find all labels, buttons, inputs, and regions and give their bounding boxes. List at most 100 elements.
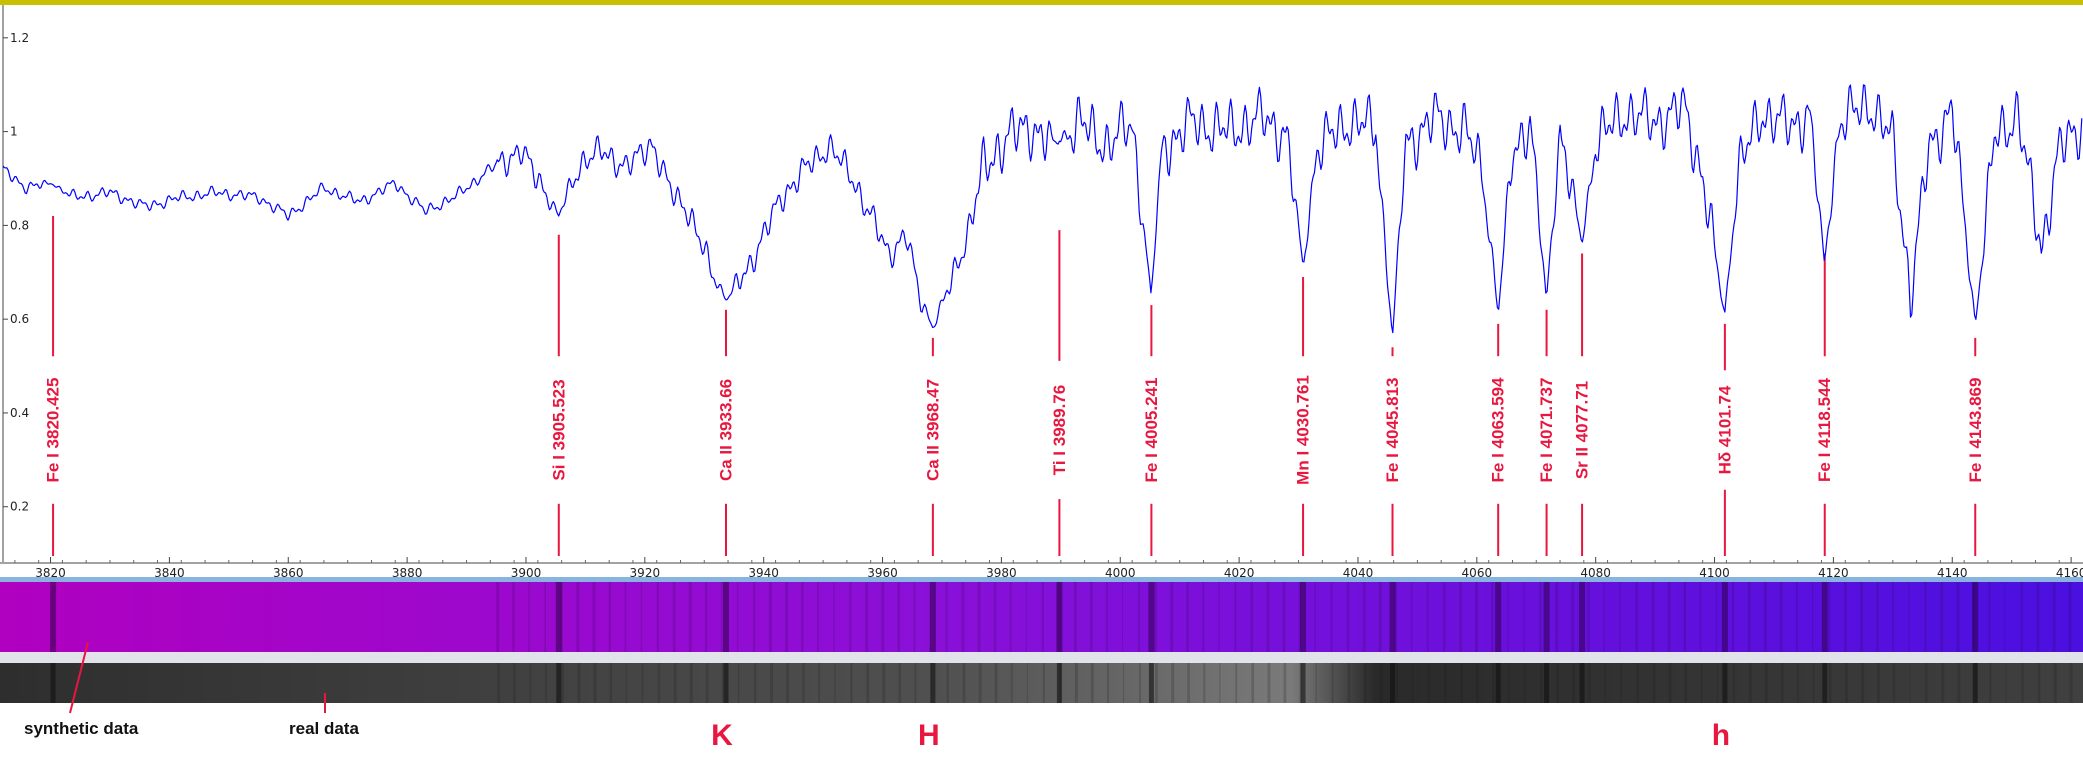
synthetic-faint-line xyxy=(1795,582,1798,652)
real-faint-line xyxy=(1941,663,1945,703)
synthetic-faint-line xyxy=(1860,582,1864,652)
synthetic-absorption-line xyxy=(1543,582,1550,652)
real-faint-line xyxy=(1813,663,1815,703)
synthetic-faint-line xyxy=(1057,582,1061,652)
synthetic-faint-line xyxy=(1956,582,1960,652)
real-faint-line xyxy=(1780,663,1784,703)
synthetic-absorption-line xyxy=(929,582,936,652)
real-absorption-line xyxy=(930,663,936,703)
spectral-line-label: Sr II 4077.71 xyxy=(1573,381,1592,479)
synthetic-faint-line xyxy=(1491,582,1494,652)
spectral-line-label: Hδ 4101.74 xyxy=(1715,385,1734,474)
synthetic-faint-line xyxy=(769,582,772,652)
real-faint-line xyxy=(1796,663,1799,703)
synthetic-faint-line xyxy=(801,582,804,652)
real-faint-line xyxy=(1588,663,1591,703)
synthetic-data-label: synthetic data xyxy=(24,719,139,738)
spectral-line-markers: Fe I 3820.425 Si I 3905.523 Ca II 3933.66 C… xyxy=(44,216,1985,556)
real-faint-line xyxy=(1235,663,1238,703)
synthetic-faint-line xyxy=(977,582,981,652)
x-tick-label: 3980 xyxy=(986,566,1017,580)
x-axis-ticks: 3820 3840 3860 3880 3900 3920 3940 3960 3980 4000… xyxy=(14,557,2083,580)
real-faint-line xyxy=(1829,663,1832,703)
synthetic-faint-line xyxy=(1394,582,1398,652)
real-absorption-line xyxy=(1495,663,1501,703)
real-absorption-line xyxy=(1544,663,1550,703)
spectral-line-marker: Fe I 4118.544 xyxy=(1815,253,1834,556)
synthetic-faint-line xyxy=(2020,582,2023,652)
synthetic-faint-line xyxy=(1218,582,1220,652)
real-faint-line xyxy=(1861,663,1865,703)
real-faint-line xyxy=(978,663,982,703)
synthetic-faint-line xyxy=(865,582,869,652)
synthetic-faint-line xyxy=(1507,582,1509,652)
real-faint-line xyxy=(1620,663,1622,703)
real-faint-line xyxy=(1331,663,1334,703)
spectral-line-label: Fe I 4063.594 xyxy=(1489,377,1508,482)
real-faint-line xyxy=(850,663,853,703)
synthetic-faint-line xyxy=(817,582,819,652)
synthetic-absorption-line xyxy=(1148,582,1155,652)
synthetic-faint-line xyxy=(929,582,931,652)
real-faint-line xyxy=(705,663,709,703)
spectral-line-marker: Si I 3905.523 xyxy=(549,234,568,556)
synthetic-faint-line xyxy=(1186,582,1190,652)
synthetic-faint-line xyxy=(624,582,627,652)
real-absorption-line xyxy=(1390,663,1396,703)
real-faint-line xyxy=(1106,663,1110,703)
real-faint-line xyxy=(946,663,949,703)
synthetic-faint-line xyxy=(1763,582,1767,652)
real-faint-line xyxy=(1187,663,1191,703)
synthetic-faint-line xyxy=(1555,582,1559,652)
real-faint-line xyxy=(545,663,547,703)
synthetic-faint-line xyxy=(1298,582,1301,652)
real-faint-line xyxy=(1203,663,1206,703)
synthetic-faint-line xyxy=(1202,582,1205,652)
spectral-line-marker: Fe I 4063.594 xyxy=(1489,323,1508,556)
synthetic-absorption-line xyxy=(1495,582,1502,652)
spectral-line-marker: Fe I 4005.241 xyxy=(1142,305,1161,556)
synthetic-faint-line xyxy=(1266,582,1270,652)
synthetic-faint-line xyxy=(1041,582,1044,652)
synthetic-faint-line xyxy=(1410,582,1413,652)
x-tick-label: 4080 xyxy=(1580,566,1611,580)
synthetic-faint-line xyxy=(528,582,530,652)
real-faint-line xyxy=(1251,663,1255,703)
spectral-line-label: Ti I 3989.76 xyxy=(1050,385,1069,475)
synthetic-faint-line xyxy=(913,582,916,652)
synthetic-faint-line xyxy=(1025,582,1027,652)
real-faint-line xyxy=(802,663,805,703)
real-faint-line xyxy=(1476,663,1479,703)
real-absorption-line xyxy=(1822,663,1828,703)
real-absorption-line xyxy=(556,663,562,703)
x-tick-label: 4100 xyxy=(1699,566,1730,580)
real-faint-line xyxy=(593,663,597,703)
real-absorption-line xyxy=(723,663,729,703)
band-letter: H xyxy=(918,719,940,752)
synthetic-faint-line xyxy=(672,582,676,652)
real-faint-line xyxy=(1395,663,1399,703)
synthetic-faint-line xyxy=(1282,582,1286,652)
spectral-line-label: Fe I 4143.869 xyxy=(1966,378,1985,483)
synthetic-faint-line xyxy=(1828,582,1831,652)
real-faint-line xyxy=(1668,663,1672,703)
real-faint-line xyxy=(657,663,661,703)
synthetic-faint-line xyxy=(1715,582,1718,652)
synthetic-faint-line xyxy=(1122,582,1124,652)
real-absorption-line xyxy=(1300,663,1306,703)
synthetic-faint-line xyxy=(576,582,580,652)
x-tick-label: 3860 xyxy=(273,566,304,580)
synthetic-faint-line xyxy=(1667,582,1671,652)
real-faint-line xyxy=(1572,663,1576,703)
spectral-line-marker: Fe I 4143.869 xyxy=(1966,337,1985,556)
synthetic-faint-line xyxy=(640,582,643,652)
synthetic-faint-line xyxy=(945,582,948,652)
spectral-line-label: Fe I 4118.544 xyxy=(1815,377,1834,482)
spectral-line-label: Fe I 4005.241 xyxy=(1142,378,1161,483)
synthetic-faint-line xyxy=(1330,582,1333,652)
spectral-line-marker: Ti I 3989.76 xyxy=(1050,230,1069,556)
synthetic-faint-line xyxy=(1475,582,1478,652)
strip-separator-top xyxy=(0,577,2083,582)
synthetic-faint-line xyxy=(736,582,739,652)
real-faint-line xyxy=(1155,663,1158,703)
